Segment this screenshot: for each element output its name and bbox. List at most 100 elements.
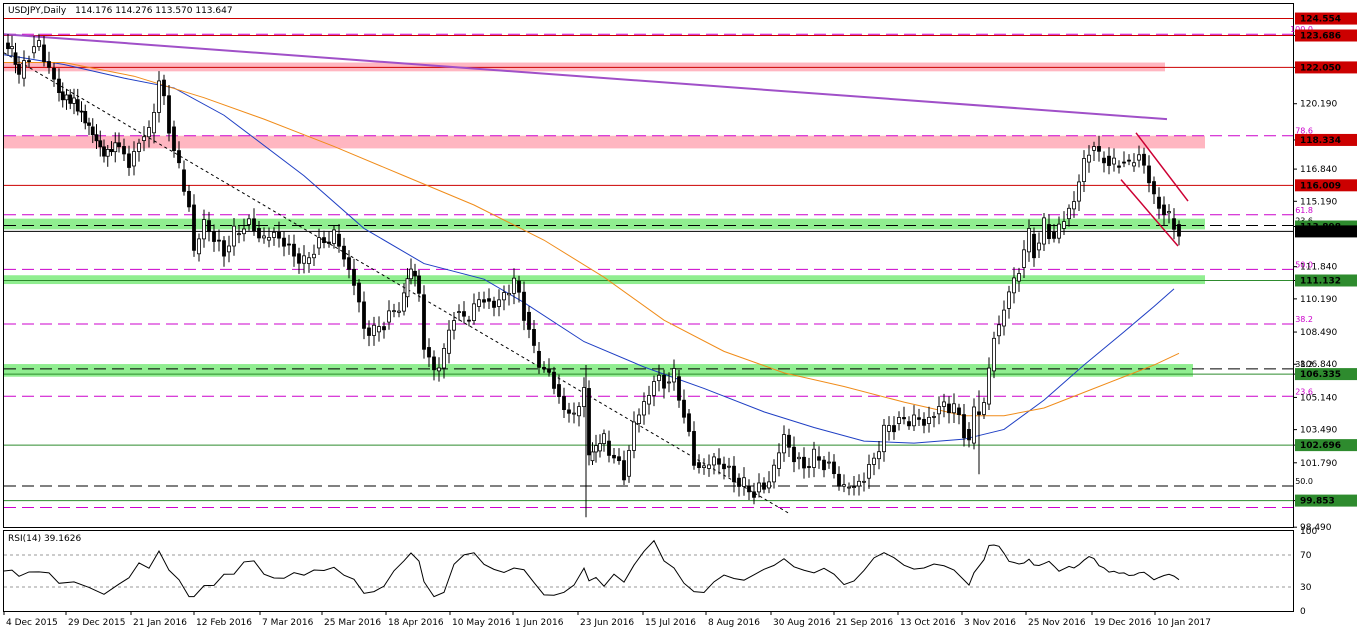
- candle-body: [22, 60, 26, 79]
- candle-body: [557, 384, 561, 397]
- price-tick-label: 105.140: [1300, 393, 1337, 403]
- main-pane-frame: [3, 3, 1294, 528]
- candle-body: [109, 149, 114, 153]
- candle-body: [202, 219, 206, 240]
- candle-body: [247, 218, 251, 225]
- candle-body: [1017, 273, 1021, 282]
- channel-lower-line: [1120, 179, 1179, 247]
- time-tick-label: 8 Aug 2016: [708, 618, 760, 628]
- candle-body: [847, 486, 851, 489]
- candle-body: [1097, 146, 1101, 152]
- candle-body: [572, 412, 576, 415]
- candle-body: [872, 457, 876, 465]
- chart-title: USDJPY,Daily 114.176 114.276 113.570 113…: [8, 6, 233, 16]
- price-tag-text: 99.853: [1300, 497, 1335, 507]
- candle-body: [707, 464, 711, 469]
- price-tag-text: 122.050: [1300, 63, 1341, 73]
- price-tag-text: 124.554: [1300, 15, 1341, 25]
- candle-body: [777, 452, 781, 469]
- candle-body: [732, 465, 736, 483]
- candle-body: [377, 326, 381, 333]
- candle-body: [1127, 159, 1131, 162]
- candle-body: [1132, 162, 1136, 167]
- candle-body: [1027, 228, 1031, 253]
- price-tick-label: 103.490: [1300, 426, 1337, 436]
- candle-body: [747, 485, 751, 493]
- candle-body: [797, 456, 801, 460]
- candle-body: [197, 238, 201, 255]
- candle-body: [152, 112, 156, 134]
- candle-body: [382, 326, 386, 331]
- candle-body: [182, 169, 186, 192]
- candle-body: [467, 319, 471, 322]
- candle-body: [537, 350, 541, 368]
- candle-body: [177, 150, 181, 164]
- candle-body: [372, 324, 376, 336]
- candle-body: [502, 292, 506, 301]
- price-tag-text: 113.647: [1300, 227, 1341, 237]
- candle-body: [302, 255, 306, 264]
- candle-body: [1077, 181, 1081, 202]
- candle-body: [472, 303, 476, 321]
- rsi-axis-label: 30: [1300, 583, 1312, 593]
- candle-body: [242, 228, 246, 235]
- candle-body: [817, 456, 821, 461]
- candle-body: [417, 275, 421, 294]
- candle-body: [657, 374, 661, 382]
- candle-body: [627, 450, 631, 477]
- candle-body: [607, 440, 611, 456]
- candle-body: [542, 366, 546, 369]
- sr-zone: [4, 364, 1193, 377]
- fib-level-label: 61.8: [1295, 206, 1313, 215]
- candle-body: [527, 311, 531, 330]
- price-tag-text: 123.686: [1300, 31, 1341, 41]
- candle-body: [577, 406, 581, 417]
- candle-body: [1102, 157, 1106, 164]
- candle-body: [887, 425, 891, 432]
- candle-body: [867, 464, 871, 479]
- price-tick-label: 120.190: [1300, 100, 1337, 110]
- candle-body: [552, 371, 556, 389]
- candle-body: [132, 151, 136, 167]
- candle-body: [722, 463, 726, 470]
- channel-upper-line: [1135, 132, 1189, 202]
- candle-body: [1057, 223, 1061, 239]
- candle-body: [409, 268, 413, 280]
- candle-body: [113, 142, 118, 153]
- candle-body: [852, 486, 856, 488]
- candle-body: [422, 294, 426, 350]
- price-tick-label: 108.490: [1300, 328, 1337, 338]
- candle-body: [292, 243, 296, 257]
- candle-body: [282, 237, 286, 247]
- candle-body: [457, 311, 461, 314]
- candle-body: [37, 40, 41, 48]
- price-tag: [1295, 29, 1357, 42]
- candle-body: [937, 406, 941, 415]
- candle-body: [447, 329, 451, 354]
- candle-body: [47, 61, 51, 68]
- candle-body: [117, 142, 121, 148]
- candle-body: [6, 42, 10, 50]
- candle-body: [87, 122, 91, 126]
- time-tick-label: 18 Apr 2016: [388, 618, 444, 628]
- candle-body: [1142, 153, 1146, 166]
- sr-zone: [4, 275, 1205, 285]
- candle-body: [1002, 309, 1006, 327]
- rsi-axis-label: 100: [1300, 527, 1317, 537]
- candle-body: [772, 464, 776, 483]
- rsi-line: [3, 539, 1180, 598]
- candle-body: [27, 60, 31, 62]
- candle-body: [1117, 165, 1121, 168]
- price-tag: [1295, 225, 1357, 238]
- candle-body: [1157, 196, 1161, 209]
- candle-body: [257, 228, 261, 239]
- candle-body: [75, 99, 80, 112]
- price-tag-text: 106.335: [1300, 370, 1341, 380]
- candle-body: [907, 421, 911, 427]
- candle-body: [362, 301, 366, 329]
- price-tag-text: 111.132: [1300, 276, 1341, 286]
- candle-body: [227, 245, 231, 253]
- candle-body: [497, 299, 501, 307]
- candle-body: [692, 431, 696, 466]
